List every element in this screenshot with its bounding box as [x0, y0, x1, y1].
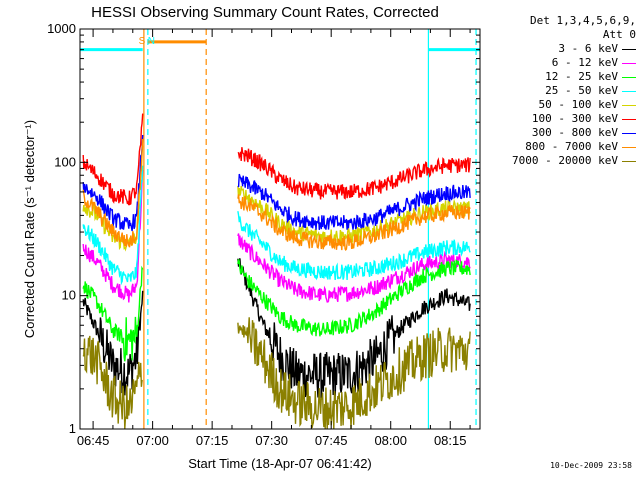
- legend-header-detectors: Det 1,3,4,5,6,9,: [530, 14, 636, 27]
- legend-label: 6 - 12 keV: [551, 56, 618, 69]
- x-tick-label: 07:45: [315, 433, 348, 448]
- legend-label: 300 - 800 keV: [531, 126, 618, 139]
- legend: Det 1,3,4,5,6,9, Att 0 3 - 6 keV 6 - 12 k…: [478, 14, 636, 168]
- series-line: [237, 211, 471, 281]
- legend-swatch: [622, 146, 636, 148]
- x-tick-label: 06:45: [77, 433, 110, 448]
- legend-swatch: [622, 90, 636, 92]
- legend-label: 100 - 300 keV: [531, 112, 618, 125]
- legend-label: 50 - 100 keV: [538, 98, 618, 111]
- legend-label: 25 - 50 keV: [545, 84, 618, 97]
- legend-swatch: [622, 132, 636, 134]
- legend-label: 12 - 25 keV: [545, 70, 618, 83]
- legend-item: 3 - 6 keV: [478, 42, 636, 56]
- legend-swatch: [622, 118, 636, 120]
- x-tick-label: 07:00: [136, 433, 169, 448]
- x-tick-label: 07:30: [255, 433, 288, 448]
- event-marker-label: S: [139, 36, 146, 47]
- series-line: [82, 335, 144, 430]
- series-line: [237, 194, 471, 252]
- series-line: [237, 259, 471, 337]
- legend-swatch: [622, 62, 636, 64]
- series-line: [82, 169, 144, 303]
- series-line: [82, 265, 144, 362]
- legend-swatch: [622, 104, 636, 106]
- series-line: [82, 134, 144, 232]
- x-tick-label: 07:15: [196, 433, 229, 448]
- series-line: [82, 113, 144, 206]
- series-line: [82, 138, 144, 248]
- series-line: [237, 173, 471, 230]
- legend-item: 300 - 800 keV: [478, 126, 636, 140]
- legend-swatch: [622, 160, 636, 162]
- event-marker-label: N: [148, 36, 155, 47]
- y-tick-label: 10: [62, 288, 76, 303]
- y-axis-label: Corrected Count Rate (s⁻¹ detector⁻¹): [22, 120, 37, 338]
- y-tick-label: 100: [54, 154, 76, 169]
- series-line: [237, 258, 471, 399]
- series-line: [82, 165, 144, 286]
- legend-item: 7000 - 20000 keV: [478, 154, 636, 168]
- x-axis-label: Start Time (18-Apr-07 06:41:42): [188, 456, 372, 471]
- series-line: [82, 290, 144, 396]
- series-line: [237, 317, 471, 430]
- series-line: [237, 233, 471, 303]
- legend-item: 6 - 12 keV: [478, 56, 636, 70]
- y-tick-label: 1: [69, 421, 76, 436]
- legend-item: 100 - 300 keV: [478, 112, 636, 126]
- legend-label: 7000 - 20000 keV: [512, 154, 618, 167]
- series-line: [237, 147, 471, 200]
- y-tick-label: 1000: [47, 21, 76, 36]
- legend-item: 800 - 7000 keV: [478, 140, 636, 154]
- legend-swatch: [622, 48, 636, 50]
- x-tick-label: 08:15: [434, 433, 467, 448]
- legend-label: 800 - 7000 keV: [525, 140, 618, 153]
- legend-item: 25 - 50 keV: [478, 84, 636, 98]
- chart-title: HESSI Observing Summary Count Rates, Cor…: [91, 4, 439, 21]
- plot-frame: [79, 28, 481, 430]
- legend-item: 50 - 100 keV: [478, 98, 636, 112]
- legend-item: 12 - 25 keV: [478, 70, 636, 84]
- x-tick-label: 08:00: [374, 433, 407, 448]
- legend-swatch: [622, 76, 636, 78]
- generation-timestamp: 10-Dec-2009 23:58: [550, 461, 632, 470]
- legend-label: 3 - 6 keV: [558, 42, 618, 55]
- legend-header-attenuator: Att 0: [602, 28, 636, 41]
